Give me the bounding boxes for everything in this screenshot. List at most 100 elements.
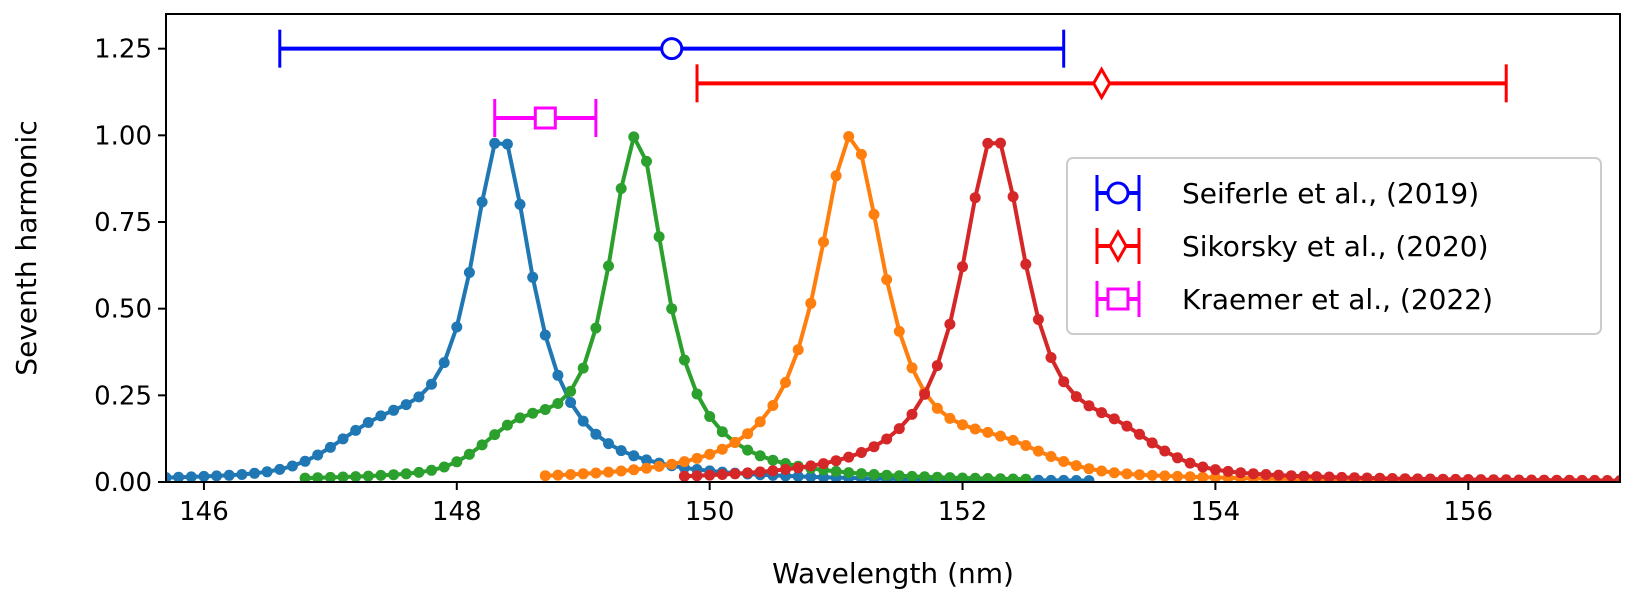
spectrum-2-point <box>843 467 855 479</box>
spectrum-2-point <box>969 472 981 482</box>
spectrum-1-point <box>527 271 539 283</box>
spectrum-2-point <box>881 469 893 481</box>
spectrum-1-point <box>539 329 551 341</box>
spectrum-3-point <box>957 419 968 431</box>
spectrum-2-point <box>691 388 703 400</box>
spectrum-3-point <box>628 464 640 476</box>
spectrum-3-point <box>982 426 994 438</box>
spectrum-2-point <box>514 412 526 424</box>
spectrum-2-point <box>388 469 400 481</box>
spectrum-4-point <box>1209 464 1221 476</box>
spectrum-2-point <box>716 426 728 438</box>
spectrum-4-point <box>1197 461 1209 473</box>
legend-marker-3 <box>1106 287 1130 311</box>
spectrum-4-point <box>1146 437 1158 449</box>
spectrum-1-point <box>451 321 463 333</box>
spectrum-2-point <box>893 470 905 482</box>
spectrum-4-point <box>1083 400 1095 412</box>
spectrum-1-point <box>1058 474 1070 482</box>
spectrum-4-point <box>1159 445 1171 457</box>
spectrum-2-point <box>995 473 1006 482</box>
spectrum-2-point <box>324 471 336 482</box>
spectrum-4-point <box>982 137 994 149</box>
spectrum-4-point <box>818 458 829 470</box>
spectrum-2-point <box>501 419 513 431</box>
spectrum-1-point <box>299 455 311 467</box>
y-tick-label: 0.75 <box>94 208 152 238</box>
spectrum-3-point <box>843 131 855 142</box>
spectrum-2-point <box>868 469 880 480</box>
spectrum-4-point <box>1222 465 1234 477</box>
spectrum-4-point <box>868 441 880 453</box>
y-tick-label: 1.25 <box>94 35 152 65</box>
spectrum-2-point <box>919 471 931 482</box>
spectrum-4-point <box>742 467 754 479</box>
legend-label-2: Sikorsky et al., (2020) <box>1182 230 1489 263</box>
spectrum-4-point <box>995 137 1006 149</box>
spectrum-1-point <box>400 399 412 411</box>
spectrum-1-point <box>565 397 577 408</box>
spectrum-2-point <box>489 429 501 441</box>
spectrum-4-point <box>1247 468 1259 480</box>
spectrum-4-point <box>1273 469 1285 481</box>
spectrum-3-point <box>995 430 1006 442</box>
spectrum-3-point <box>1134 469 1145 481</box>
spectrum-2-point <box>957 472 968 482</box>
spectrum-1-point <box>413 391 425 403</box>
spectrum-1-point <box>362 417 374 428</box>
spectrum-3-point <box>1096 465 1108 477</box>
legend: Seiferle et al., (2019) Sikorsky et al., … <box>1066 157 1602 335</box>
spectrum-1-point <box>552 369 564 381</box>
spectrum-2-point <box>426 464 437 476</box>
spectrum-1-point <box>615 445 627 457</box>
spectrum-4-point <box>1285 470 1297 482</box>
spectrum-4-point <box>1184 457 1196 469</box>
spectrum-1-point <box>426 378 437 390</box>
y-tick-label: 0.50 <box>94 295 152 325</box>
spectrum-2-point <box>350 471 362 482</box>
spectrum-2-point <box>1020 473 1032 482</box>
spectrum-4-point <box>1462 474 1474 482</box>
spectrum-4-point <box>969 192 981 204</box>
spectrum-3-point <box>1146 469 1158 481</box>
spectrum-1-point <box>236 469 248 480</box>
spectrum-4-point <box>767 465 779 477</box>
spectrum-2-point <box>299 472 311 482</box>
spectrum-3-point <box>1197 471 1209 482</box>
spectrum-2-point <box>704 411 716 422</box>
spectrum-3-point <box>792 344 804 356</box>
spectrum-2-point <box>603 260 614 272</box>
spectrum-1-point <box>375 410 387 422</box>
spectrum-3-point <box>969 423 981 435</box>
spectrum-1-point <box>337 433 349 445</box>
y-tick-label: 0.00 <box>94 468 152 498</box>
spectrum-4-point <box>1475 474 1487 482</box>
spectrum-1-point <box>792 470 804 482</box>
spectrum-1-point <box>1032 474 1044 482</box>
spectrum-4-point <box>1007 191 1019 203</box>
spectrum-1-point <box>1083 475 1095 482</box>
spectrum-3-point <box>1172 470 1183 482</box>
x-tick-label: 154 <box>1191 497 1241 527</box>
spectrum-2-point <box>678 354 690 366</box>
y-tick-label: 0.25 <box>94 381 152 411</box>
spectrum-4-point <box>1172 452 1183 464</box>
spectrum-3-point <box>1070 460 1082 472</box>
spectrum-3-point <box>868 208 880 220</box>
spectrum-2-point <box>463 448 475 460</box>
spectrum-2-point <box>375 469 387 481</box>
legend-marker-2 <box>1108 228 1128 264</box>
spectrum-3-point <box>590 467 602 479</box>
spectrum-4-point <box>780 463 791 475</box>
spectrum-1-point <box>388 404 400 416</box>
spectrum-3-point <box>1159 470 1171 482</box>
spectrum-3-point <box>615 465 627 477</box>
spectrum-3-point <box>552 469 564 481</box>
spectrum-1-point <box>501 138 513 150</box>
spectrum-3-point <box>704 448 716 460</box>
spectrum-1-point <box>173 471 185 482</box>
spectrum-4-point <box>1235 467 1247 479</box>
spectrum-4-point <box>1538 474 1550 482</box>
spectrum-2-point <box>944 472 956 482</box>
spectrum-4-point <box>1450 473 1462 482</box>
